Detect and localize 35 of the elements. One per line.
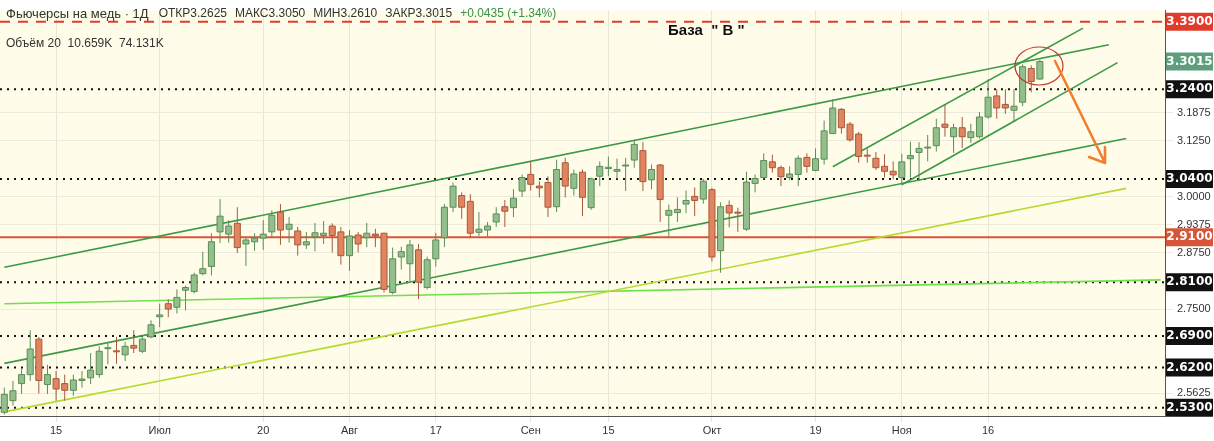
y-tick-label: 2.7500 [1177, 302, 1211, 315]
x-tick-label: Ноя [891, 424, 912, 437]
ref-line-label: 2.8100 [1166, 274, 1213, 289]
x-tick-label: Окт [702, 424, 722, 437]
ref-line-label: 3.3900 [1166, 13, 1213, 28]
annotation: МАКС3.3050 [235, 6, 306, 21]
text: 3.3015 [1166, 53, 1213, 68]
y-tick-label: 2.5625 [1177, 386, 1211, 399]
annotation: Объём 20 10.659K 74.131K [6, 36, 164, 51]
ref-line-label: 2.9100 [1166, 229, 1213, 244]
x-tick-label: Сен [520, 424, 541, 437]
annotation: МИН3.2610 [313, 6, 378, 21]
y-tick-label: 2.9375 [1177, 217, 1211, 230]
x-tick-label: Авг [340, 424, 359, 437]
ref-line-label: 3.0400 [1166, 171, 1213, 186]
annotation: ОТКР3.2625 [158, 6, 228, 21]
chart-title: Фьючерсы на медь · 1Д [6, 5, 149, 21]
ref-line-label: 2.5300 [1166, 399, 1213, 414]
ref-line-label: 2.6900 [1166, 328, 1213, 343]
x-tick-label: Июл [148, 424, 171, 437]
x-tick-label: 15 [49, 424, 63, 437]
x-tick-label: 20 [257, 424, 270, 437]
ref-line-label: 3.2400 [1166, 81, 1213, 96]
y-tick-label: 2.8750 [1177, 246, 1211, 258]
y-tick-label: 3.1250 [1177, 133, 1211, 146]
y-tick-label: 3.0000 [1177, 189, 1211, 202]
y-tick-label: 3.1875 [1177, 105, 1211, 118]
annotation: База " В " [668, 21, 745, 39]
x-tick-label: 19 [809, 424, 822, 437]
annotation: ЗАКР3.3015 [385, 6, 453, 21]
ref-line-label: 2.6200 [1166, 359, 1213, 374]
annotation: +0.0435 (+1.34%) [460, 6, 557, 21]
x-tick-label: 16 [981, 424, 995, 437]
x-tick-label: 15 [602, 424, 615, 437]
x-tick-label: 17 [429, 424, 442, 437]
